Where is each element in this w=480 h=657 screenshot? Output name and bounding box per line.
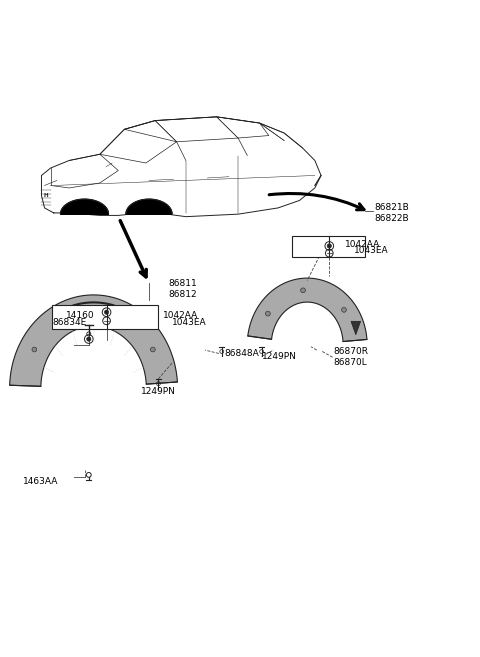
Circle shape: [150, 347, 155, 352]
Text: 86821B
86822B: 86821B 86822B: [374, 203, 409, 223]
Text: 86811
86812: 86811 86812: [168, 279, 197, 299]
Text: 86870R
86870L: 86870R 86870L: [334, 348, 369, 367]
Polygon shape: [126, 199, 172, 214]
Text: 1042AA: 1042AA: [345, 240, 380, 248]
Text: 1043EA: 1043EA: [172, 318, 206, 327]
Bar: [292, 237, 365, 256]
Circle shape: [327, 244, 332, 248]
Polygon shape: [351, 321, 360, 334]
Circle shape: [265, 311, 270, 316]
Circle shape: [32, 347, 37, 352]
Circle shape: [86, 337, 91, 341]
Text: 1249PN: 1249PN: [141, 388, 176, 396]
Polygon shape: [60, 199, 108, 214]
Text: 1463AA: 1463AA: [23, 476, 59, 486]
Polygon shape: [10, 295, 178, 386]
Bar: [52, 306, 158, 328]
Text: 86848A: 86848A: [225, 349, 259, 358]
Circle shape: [91, 308, 96, 313]
Polygon shape: [248, 278, 367, 342]
Text: 14160: 14160: [66, 311, 95, 320]
Text: H: H: [44, 193, 48, 198]
Text: 86834E: 86834E: [53, 318, 87, 327]
Circle shape: [105, 310, 109, 314]
Circle shape: [342, 307, 347, 312]
Text: 1042AA: 1042AA: [163, 311, 198, 320]
Circle shape: [300, 288, 305, 293]
Text: 1043EA: 1043EA: [354, 246, 389, 255]
Text: 1249PN: 1249PN: [262, 352, 297, 361]
